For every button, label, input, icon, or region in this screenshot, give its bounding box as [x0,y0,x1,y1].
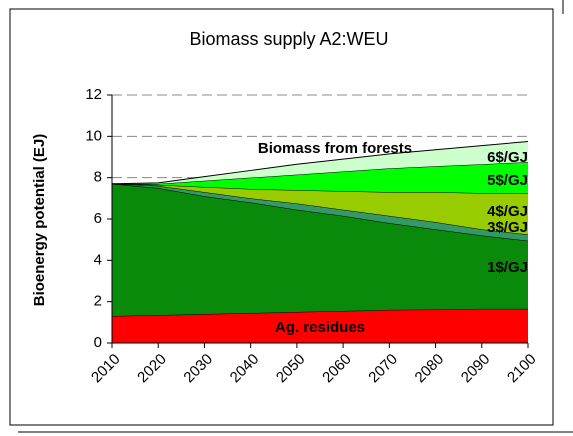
y-tick-label: 8 [94,169,102,186]
series-label: 5$/GJ [487,172,528,189]
y-tick-label: 2 [94,293,102,310]
series-label: 4$/GJ [487,203,528,220]
y-tick-label: 10 [85,127,102,144]
area [112,183,528,235]
y-tick-label: 12 [85,86,102,103]
area-edge [111,141,529,185]
series-label: 1$/GJ [487,259,528,276]
area [112,141,528,184]
annotation: Biomass from forests [258,140,412,157]
series-label: Ag. residues [275,319,365,336]
y-axis-label: Bioenergy potential (EJ) [31,134,48,307]
area [112,162,528,194]
chart-title: Biomass supply A2:WEU [189,29,388,49]
series-label: 3$/GJ [487,219,528,236]
y-tick-label: 0 [94,334,102,351]
area [112,183,528,241]
area [112,183,528,317]
area [112,308,528,343]
y-tick-label: 6 [94,210,102,227]
y-tick-label: 4 [94,251,102,268]
series-label: 6$/GJ [487,149,528,166]
